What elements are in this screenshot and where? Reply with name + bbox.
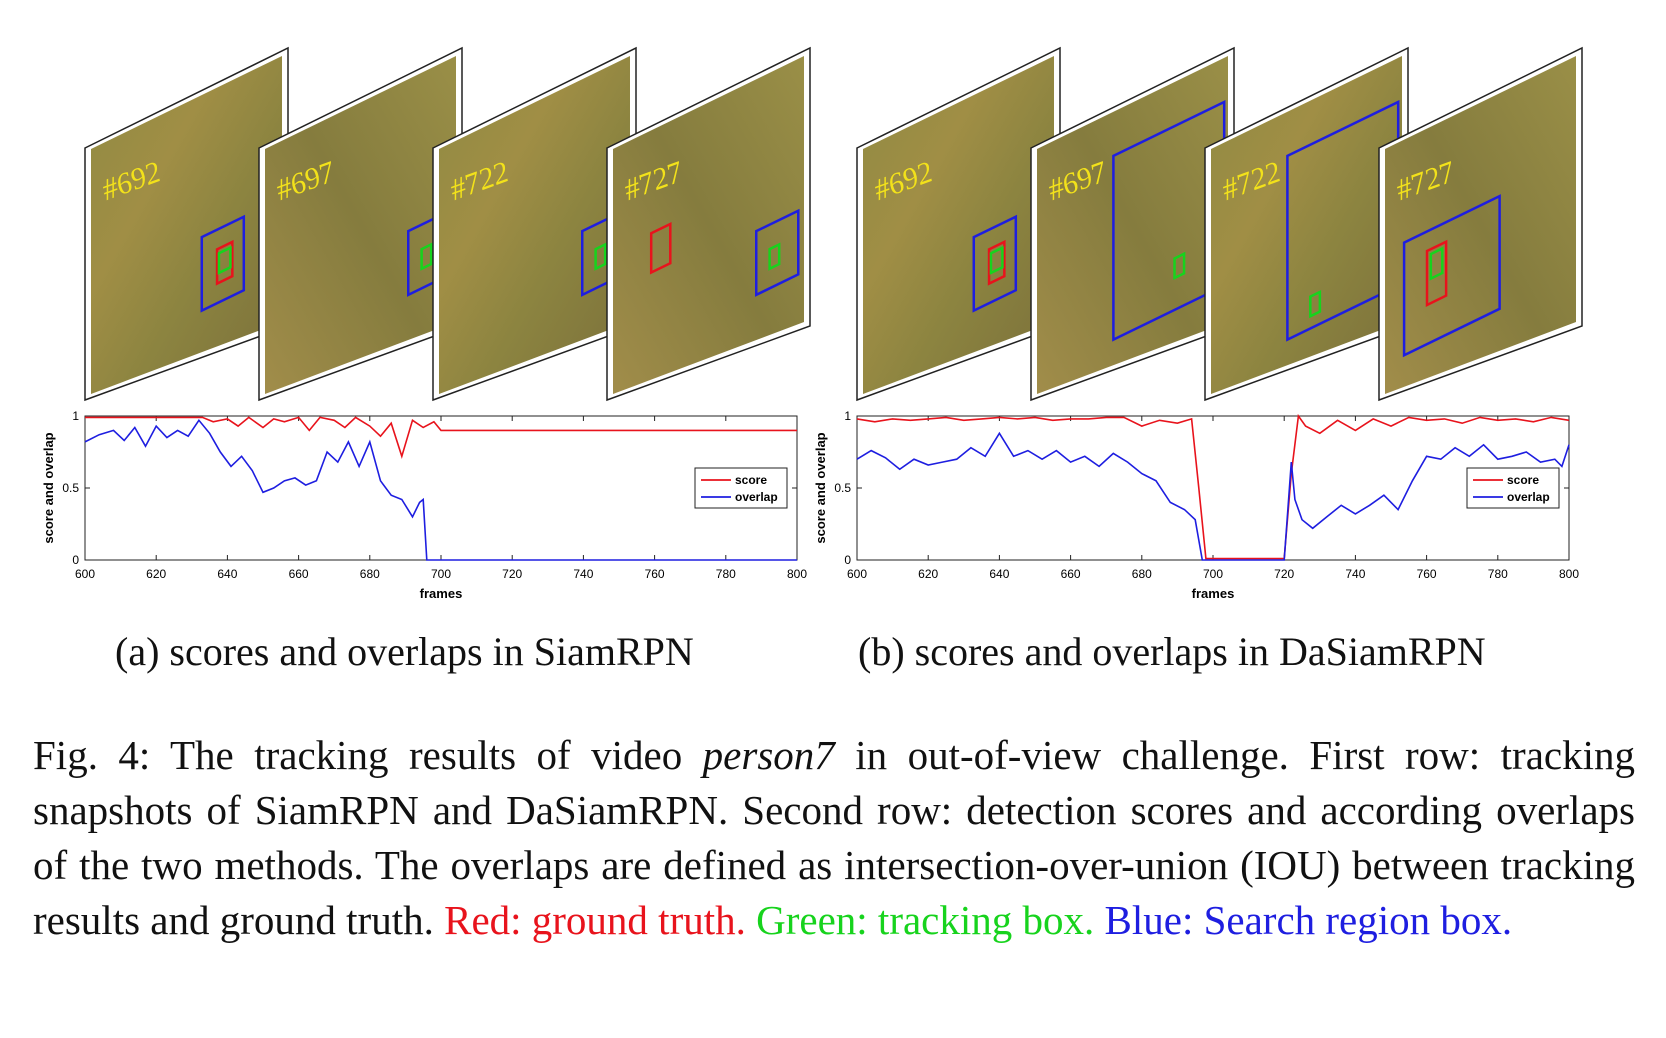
x-tick-label: 600 (75, 567, 95, 581)
y-tick-label: 0.5 (834, 481, 851, 495)
x-tick-label: 800 (1559, 567, 1579, 581)
x-tick-label: 780 (1488, 567, 1508, 581)
legend-entry: score (735, 473, 767, 487)
x-tick-label: 720 (502, 567, 522, 581)
legend: score overlap (694, 467, 788, 509)
x-tick-label: 640 (217, 567, 237, 581)
frame-image (439, 56, 630, 394)
legend-box (694, 467, 788, 509)
tracking-box (217, 245, 232, 275)
x-tick-label: 680 (1132, 567, 1152, 581)
snapshot-frame: #697 (1030, 46, 1235, 402)
y-axis-label: score and overlap (41, 432, 56, 543)
tracking-box (594, 242, 607, 271)
series-line-score (856, 413, 1570, 560)
x-tick-label: 700 (1203, 567, 1223, 581)
caption-red-legend: Red: ground truth. (444, 897, 746, 943)
y-tick-label: 1 (844, 409, 851, 423)
plot-area (856, 415, 1570, 561)
search-region-box (200, 214, 246, 313)
x-tick-label: 720 (1274, 567, 1294, 581)
tracking-box (989, 245, 1004, 275)
legend-entry: overlap (735, 490, 778, 504)
tracking-box (420, 242, 433, 271)
frame-image (91, 56, 282, 394)
ground-truth-box (649, 222, 672, 275)
frame-image (1037, 56, 1228, 394)
frame-image (265, 56, 456, 394)
x-axis-label: frames (1192, 586, 1235, 601)
x-tick-label: 760 (1417, 567, 1437, 581)
frame-image (613, 56, 804, 394)
legend-entry: overlap (1507, 490, 1550, 504)
series-line-overlap (856, 431, 1570, 561)
tracking-box (1309, 289, 1322, 319)
legend: score overlap (1466, 467, 1560, 509)
x-tick-label: 600 (847, 567, 867, 581)
frame-image (863, 56, 1054, 394)
video-name: person7 (702, 732, 835, 778)
y-tick-label: 0 (72, 553, 79, 567)
tracking-box (768, 242, 781, 271)
x-tick-label: 660 (1061, 567, 1081, 581)
x-tick-label: 620 (918, 567, 938, 581)
subcaption-b: (b) scores and overlaps in DaSiamRPN (858, 629, 1486, 674)
snapshot-frame: #692 (856, 46, 1061, 402)
ground-truth-box (215, 239, 234, 286)
caption-blue-legend: Blue: Search region box. (1094, 897, 1513, 943)
series-line-score (85, 416, 797, 460)
snapshot-frame: #727 (1378, 46, 1583, 402)
legend-entry: score (1507, 473, 1539, 487)
x-tick-label: 660 (289, 567, 309, 581)
frame-image (1385, 56, 1576, 394)
chart-b: 600 620 640 660 680 700 720 740 760 780 800 0 0.5 1 fr… (813, 409, 1579, 601)
figure-caption: Fig. 4: The tracking results of video pe… (33, 728, 1635, 948)
y-tick-label: 0 (844, 553, 851, 567)
y-tick-label: 1 (72, 409, 79, 423)
tracking-box (1429, 246, 1444, 281)
plot-area (84, 415, 798, 561)
charts: 600 620 640 660 680 700 720 740 760 780 800 0 0.5 1 fr… (41, 409, 1579, 601)
search-region-box (1402, 194, 1501, 358)
snapshot-frame: #722 (1204, 46, 1409, 402)
ground-truth-box (987, 239, 1006, 286)
snapshot-frame: #727 (606, 46, 811, 402)
snapshot-frame: #722 (432, 46, 637, 402)
subcaption-a: (a) scores and overlaps in SiamRPN (115, 629, 694, 674)
chart-a: 600 620 640 660 680 700 720 740 760 780 800 0 0.5 1 fr… (41, 409, 807, 601)
search-region-box (755, 208, 800, 297)
tracking-box (1173, 251, 1186, 281)
x-tick-label: 780 (716, 567, 736, 581)
x-tick-label: 700 (431, 567, 451, 581)
x-tick-label: 800 (787, 567, 807, 581)
y-tick-label: 0.5 (62, 481, 79, 495)
snapshot-frame: #697 (258, 46, 463, 402)
snapshot-frames: #692 #697 #722 #727 #692 #697 #722 #727 (84, 46, 1583, 402)
x-tick-label: 680 (360, 567, 380, 581)
x-tick-label: 740 (573, 567, 593, 581)
legend-box (1466, 467, 1560, 509)
frame-image (1211, 56, 1402, 394)
series-line-overlap (84, 418, 797, 561)
caption-text-1: The tracking results of video (150, 732, 703, 778)
x-tick-label: 760 (645, 567, 665, 581)
x-axis-label: frames (420, 586, 463, 601)
caption-green-legend: Green: tracking box. (745, 897, 1095, 943)
x-tick-label: 740 (1345, 567, 1365, 581)
figure-label: Fig. 4: (33, 732, 151, 778)
snapshot-frame: #692 (84, 46, 289, 402)
ground-truth-box (1425, 239, 1448, 307)
x-tick-label: 620 (146, 567, 166, 581)
search-region-box (972, 214, 1018, 313)
y-axis-label: score and overlap (813, 432, 828, 543)
caption-text-2: in out-of-view challenge. First row: tra… (33, 732, 1635, 943)
x-tick-label: 640 (989, 567, 1009, 581)
